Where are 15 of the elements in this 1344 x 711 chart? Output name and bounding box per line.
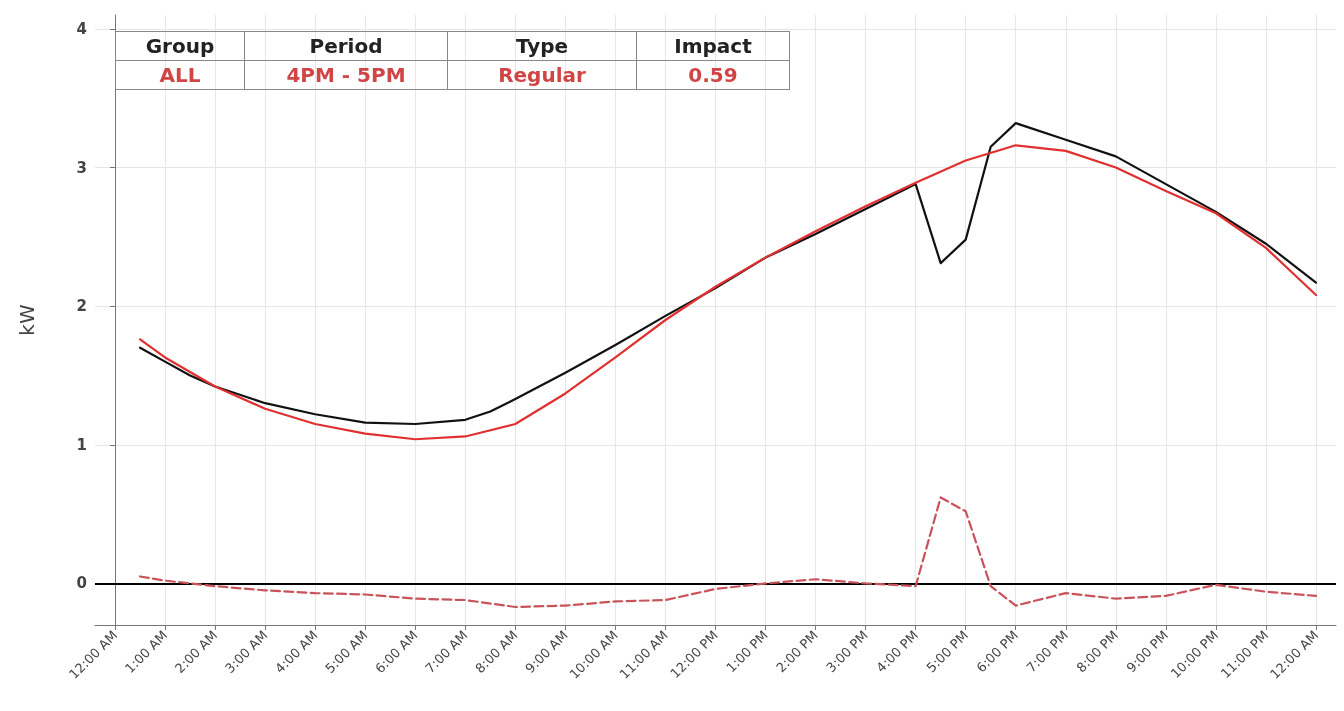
annotation: Impact xyxy=(636,31,790,61)
annotation: 4PM - 5PM xyxy=(244,60,448,90)
y-tick-label: 0 xyxy=(76,574,87,593)
y-tick-label: 4 xyxy=(76,19,87,38)
annotation: Type xyxy=(447,31,637,61)
annotation: ALL xyxy=(115,60,245,90)
y-axis-title: kW xyxy=(15,304,39,336)
y-tick-label: 3 xyxy=(76,158,87,177)
line-series xyxy=(138,496,1318,609)
annotation: Regular xyxy=(447,60,637,90)
annotation: Period xyxy=(244,31,448,61)
y-tick-label: 1 xyxy=(76,435,87,454)
y-tick-label: 2 xyxy=(76,297,87,316)
annotation: 0.59 xyxy=(636,60,790,90)
annotation: Group xyxy=(115,31,245,61)
